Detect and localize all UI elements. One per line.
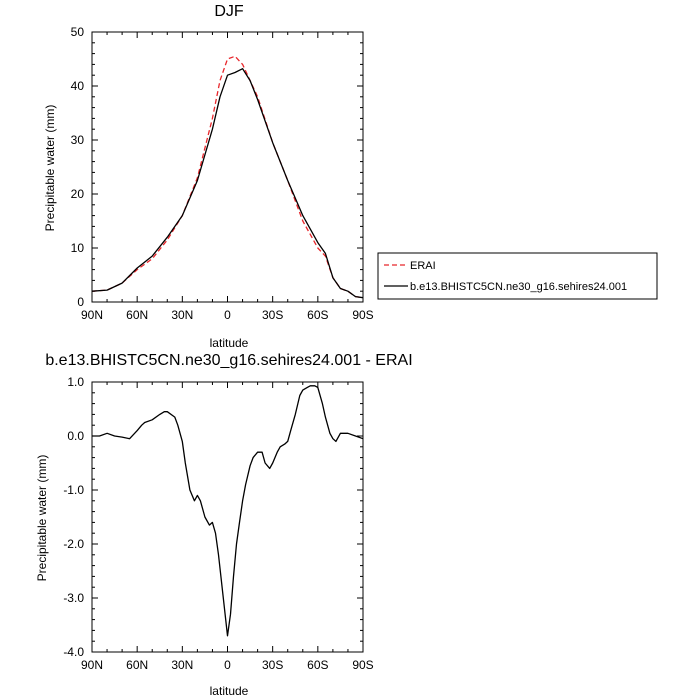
legend-label-erai: ERAI bbox=[410, 260, 436, 272]
legend-label-model: b.e13.BHISTC5CN.ne30_g16.sehires24.001 bbox=[410, 281, 627, 293]
x-tick-label: 30S bbox=[262, 658, 283, 672]
top-chart-series bbox=[91, 55, 364, 299]
x-tick-label: 30S bbox=[262, 308, 283, 322]
y-tick-label: 1.0 bbox=[67, 375, 84, 389]
bottom-chart-x-axis-label: latitude bbox=[210, 684, 249, 698]
y-tick-label: 20 bbox=[71, 187, 85, 201]
y-tick-label: -2.0 bbox=[63, 537, 84, 551]
bottom-chart-ticks bbox=[91, 381, 364, 653]
y-tick-label: 30 bbox=[71, 133, 85, 147]
y-tick-label: -3.0 bbox=[63, 591, 84, 605]
difference-line bbox=[92, 385, 364, 637]
y-tick-label: 0 bbox=[77, 295, 84, 309]
y-tick-label: 0.0 bbox=[67, 429, 84, 443]
top-chart: DJF Precipitable water (mm) latitude 90N… bbox=[43, 3, 374, 350]
x-tick-label: 90N bbox=[81, 308, 103, 322]
top-chart-y-axis-label: Precipitable water (mm) bbox=[43, 105, 57, 232]
erai-line bbox=[91, 55, 364, 299]
y-tick-label: -4.0 bbox=[63, 645, 84, 659]
x-tick-label: 0 bbox=[224, 658, 231, 672]
top-chart-plot-frame bbox=[91, 31, 364, 303]
bottom-chart-y-axis-label: Precipitable water (mm) bbox=[35, 455, 49, 582]
x-tick-label: 90S bbox=[352, 658, 373, 672]
x-tick-label: 60N bbox=[126, 658, 148, 672]
x-tick-label: 60S bbox=[307, 658, 328, 672]
x-tick-label: 30N bbox=[171, 658, 193, 672]
legend: ERAI b.e13.BHISTC5CN.ne30_g16.sehires24.… bbox=[377, 252, 658, 300]
x-tick-label: 60N bbox=[126, 308, 148, 322]
x-tick-label: 30N bbox=[171, 308, 193, 322]
y-tick-label: -1.0 bbox=[63, 483, 84, 497]
top-chart-ticks bbox=[91, 31, 364, 303]
bottom-chart: b.e13.BHISTC5CN.ne30_g16.sehires24.001 -… bbox=[35, 352, 413, 698]
y-tick-label: 40 bbox=[71, 79, 85, 93]
bottom-chart-series bbox=[92, 385, 364, 637]
y-tick-label: 10 bbox=[71, 241, 85, 255]
legend-box bbox=[377, 252, 658, 300]
bottom-chart-plot-frame bbox=[91, 381, 364, 653]
bottom-chart-title: b.e13.BHISTC5CN.ne30_g16.sehires24.001 -… bbox=[45, 352, 412, 369]
top-chart-tick-labels: 90N 60N 30N 0 30S 60S 90S 0 10 20 30 40 50 bbox=[71, 25, 374, 322]
b-e13-bhistc5cn-ne30-g16-sehires24-001-line bbox=[91, 68, 364, 299]
y-tick-label: 50 bbox=[71, 25, 85, 39]
bottom-chart-tick-labels: 90N 60N 30N 0 30S 60S 90S 1.0 0.0 -1.0 -2.0 -3.0 -4.… bbox=[63, 375, 373, 672]
x-tick-label: 60S bbox=[307, 308, 328, 322]
x-tick-label: 90S bbox=[352, 308, 373, 322]
top-chart-title: DJF bbox=[214, 3, 244, 20]
x-tick-label: 90N bbox=[81, 658, 103, 672]
x-tick-label: 0 bbox=[224, 308, 231, 322]
top-chart-x-axis-label: latitude bbox=[210, 336, 249, 350]
